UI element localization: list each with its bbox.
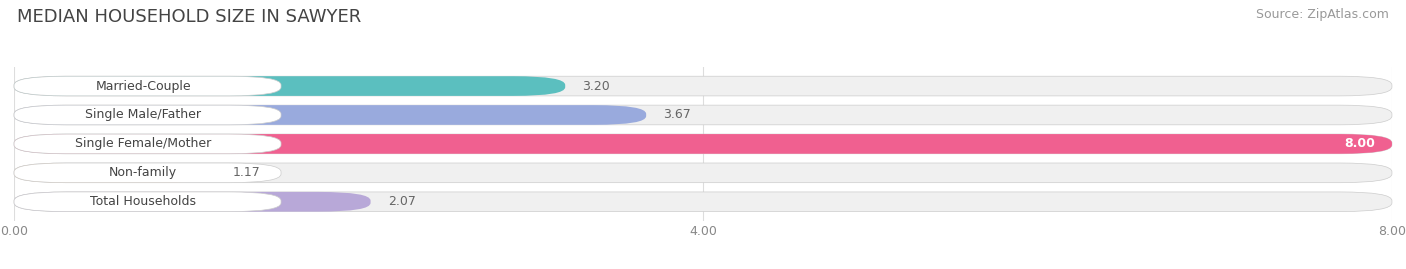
Text: 2.07: 2.07: [388, 195, 416, 208]
FancyBboxPatch shape: [14, 76, 1392, 96]
FancyBboxPatch shape: [14, 76, 281, 96]
Text: Total Households: Total Households: [90, 195, 197, 208]
FancyBboxPatch shape: [14, 105, 647, 125]
FancyBboxPatch shape: [14, 134, 281, 154]
FancyBboxPatch shape: [14, 192, 1392, 212]
FancyBboxPatch shape: [14, 134, 1392, 154]
Text: 8.00: 8.00: [1344, 137, 1375, 150]
FancyBboxPatch shape: [14, 163, 215, 183]
FancyBboxPatch shape: [14, 105, 281, 125]
FancyBboxPatch shape: [14, 192, 281, 212]
Text: 3.67: 3.67: [664, 108, 692, 122]
Text: Single Female/Mother: Single Female/Mother: [75, 137, 211, 150]
FancyBboxPatch shape: [14, 192, 371, 212]
Text: Non-family: Non-family: [110, 166, 177, 179]
FancyBboxPatch shape: [14, 163, 281, 183]
FancyBboxPatch shape: [14, 134, 1392, 154]
Text: MEDIAN HOUSEHOLD SIZE IN SAWYER: MEDIAN HOUSEHOLD SIZE IN SAWYER: [17, 8, 361, 26]
Text: Single Male/Father: Single Male/Father: [86, 108, 201, 122]
Text: Married-Couple: Married-Couple: [96, 80, 191, 93]
Text: 1.17: 1.17: [233, 166, 260, 179]
Text: Source: ZipAtlas.com: Source: ZipAtlas.com: [1256, 8, 1389, 21]
FancyBboxPatch shape: [14, 105, 1392, 125]
Text: 3.20: 3.20: [582, 80, 610, 93]
FancyBboxPatch shape: [14, 163, 1392, 183]
FancyBboxPatch shape: [14, 76, 565, 96]
